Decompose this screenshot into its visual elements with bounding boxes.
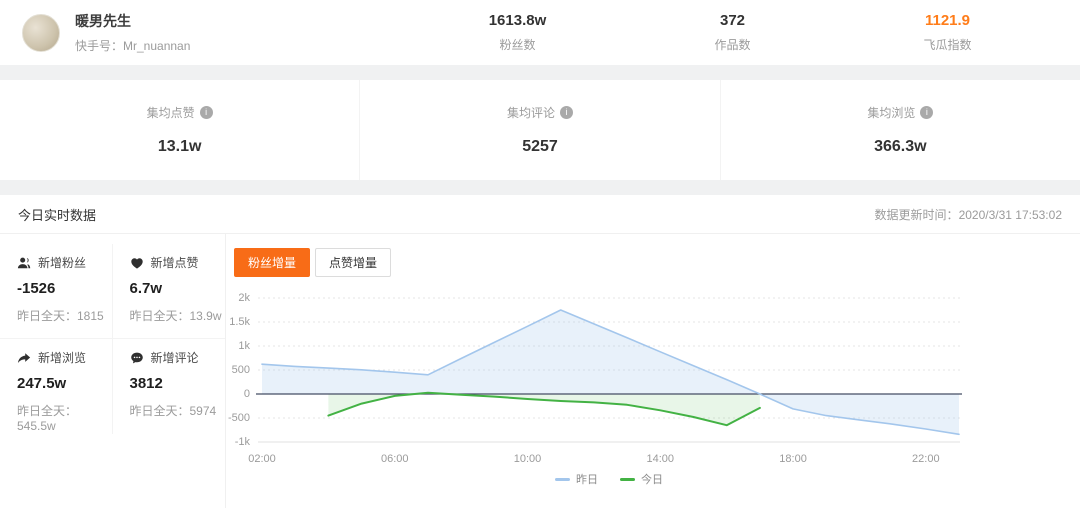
works-label: 作品数 [714, 38, 751, 52]
comment-icon [130, 352, 143, 363]
today-line-swatch [620, 477, 635, 481]
new-followers-label: 新增粉丝 [38, 256, 87, 270]
stat-feigua-index: 1121.9 飞瓜指数 [840, 12, 1055, 53]
x-axis-tick: 06:00 [380, 453, 409, 465]
x-axis-tick: 22:00 [912, 453, 940, 465]
account-id: Mr_nuannan [123, 39, 191, 53]
new-likes-value: 6.7w [129, 280, 163, 297]
works-value: 372 [719, 12, 746, 29]
avg-views: 集均浏览 i 366.3w [719, 80, 1080, 180]
avg-comments-value: 5257 [522, 138, 558, 155]
legend-yesterday-label: 昨日 [576, 474, 598, 486]
user-icon [17, 257, 31, 268]
followers-value: 1613.8w [488, 12, 547, 29]
average-stats-card: 集均点赞 i 13.1w 集均评论 i 5257 集均浏览 i 366.3w [0, 80, 1080, 180]
tab-like-increment[interactable]: 点赞增量 [315, 248, 392, 277]
y-axis-tick: 0 [243, 388, 250, 400]
stat-new-followers: 新增粉丝 -1526 昨日全天：1815 [0, 244, 113, 339]
profile-name: 暖男先生 [75, 13, 131, 29]
legend-today-label: 今日 [641, 474, 663, 486]
info-icon[interactable]: i [560, 106, 573, 119]
new-likes-yesterday: 昨日全天：13.9w [129, 309, 222, 323]
update-time-label: 数据更新时间： [874, 207, 959, 222]
y-axis-tick: 2k [238, 292, 250, 304]
x-axis-tick: 14:00 [646, 453, 675, 465]
new-followers-value: -1526 [17, 280, 56, 297]
realtime-stats-grid: 新增粉丝 -1526 昨日全天：1815 新增点赞 6.7w 昨日全天：13.9… [0, 234, 226, 508]
new-comments-yesterday: 昨日全天：5974 [129, 404, 217, 418]
info-icon[interactable]: i [920, 106, 934, 119]
profile: 暖男先生 快手号：Mr_nuannan [0, 11, 410, 54]
y-axis-tick: 1.5k [229, 316, 250, 328]
new-likes-label: 新增点赞 [150, 256, 199, 270]
avg-likes-value: 13.1w [157, 138, 202, 155]
new-comments-label: 新增评论 [150, 351, 199, 365]
new-views-label: 新增浏览 [38, 351, 87, 365]
avg-comments: 集均评论 i 5257 [359, 80, 719, 180]
avg-comments-label: 集均评论 [506, 106, 555, 120]
feigua-index-value: 1121.9 [924, 12, 971, 29]
stat-new-likes: 新增点赞 6.7w 昨日全天：13.9w [112, 244, 225, 339]
stat-new-views: 新增浏览 247.5w 昨日全天：545.5w [0, 339, 113, 434]
new-followers-yesterday: 昨日全天：1815 [17, 309, 104, 323]
y-axis-tick: 500 [231, 364, 250, 376]
legend-yesterday[interactable]: 昨日 [555, 471, 598, 487]
account-label: 快手号： [75, 39, 124, 53]
x-axis-tick: 02:00 [248, 453, 276, 465]
y-axis-tick: 1k [238, 340, 250, 352]
increment-chart-svg[interactable] [256, 291, 962, 451]
heart-icon [130, 257, 143, 269]
share-icon [17, 352, 31, 363]
feigua-index-label: 飞瓜指数 [923, 38, 972, 52]
tab-follower-increment[interactable]: 粉丝增量 [234, 248, 311, 277]
avatar [22, 13, 60, 52]
update-time-value: 2020/3/31 17:53:02 [958, 207, 1062, 222]
x-axis-tick: 10:00 [513, 453, 542, 465]
chart-legend: 昨日 今日 [256, 471, 962, 487]
section-title: 今日实时数据 [18, 207, 97, 223]
info-icon[interactable]: i [199, 106, 213, 119]
profile-account: 快手号：Mr_nuannan [75, 37, 190, 54]
stat-new-comments: 新增评论 3812 昨日全天：5974 [113, 339, 226, 434]
avg-views-label: 集均浏览 [867, 106, 916, 120]
legend-today[interactable]: 今日 [620, 471, 663, 487]
increment-chart-region: 粉丝增量 点赞增量 2k 1.5k 1k 500 0 -500 -1k 02:0… [226, 234, 1080, 508]
y-axis-tick: -1k [234, 436, 250, 448]
new-views-yesterday: 昨日全天：545.5w [17, 404, 78, 433]
avg-likes: 集均点赞 i 13.1w [0, 80, 359, 180]
x-axis-tick: 18:00 [779, 453, 807, 465]
new-comments-value: 3812 [129, 375, 163, 392]
new-views-value: 247.5w [17, 375, 67, 392]
y-axis-tick: -500 [227, 412, 250, 424]
stat-followers: 1613.8w 粉丝数 [410, 12, 625, 53]
realtime-data-card: 今日实时数据 数据更新时间：2020/3/31 17:53:02 新增粉丝 -1… [0, 195, 1080, 508]
realtime-header: 今日实时数据 数据更新时间：2020/3/31 17:53:02 [0, 195, 1080, 234]
update-time: 数据更新时间：2020/3/31 17:53:02 [875, 206, 1062, 223]
stat-works: 372 作品数 [625, 12, 840, 53]
chart-tabs: 粉丝增量 点赞增量 [234, 248, 392, 277]
yesterday-line-swatch [555, 477, 570, 481]
profile-header-card: 暖男先生 快手号：Mr_nuannan 1613.8w 粉丝数 372 作品数 … [0, 0, 1080, 65]
followers-label: 粉丝数 [499, 38, 536, 52]
avg-views-value: 366.3w [874, 138, 927, 155]
avg-likes-label: 集均点赞 [146, 106, 195, 120]
